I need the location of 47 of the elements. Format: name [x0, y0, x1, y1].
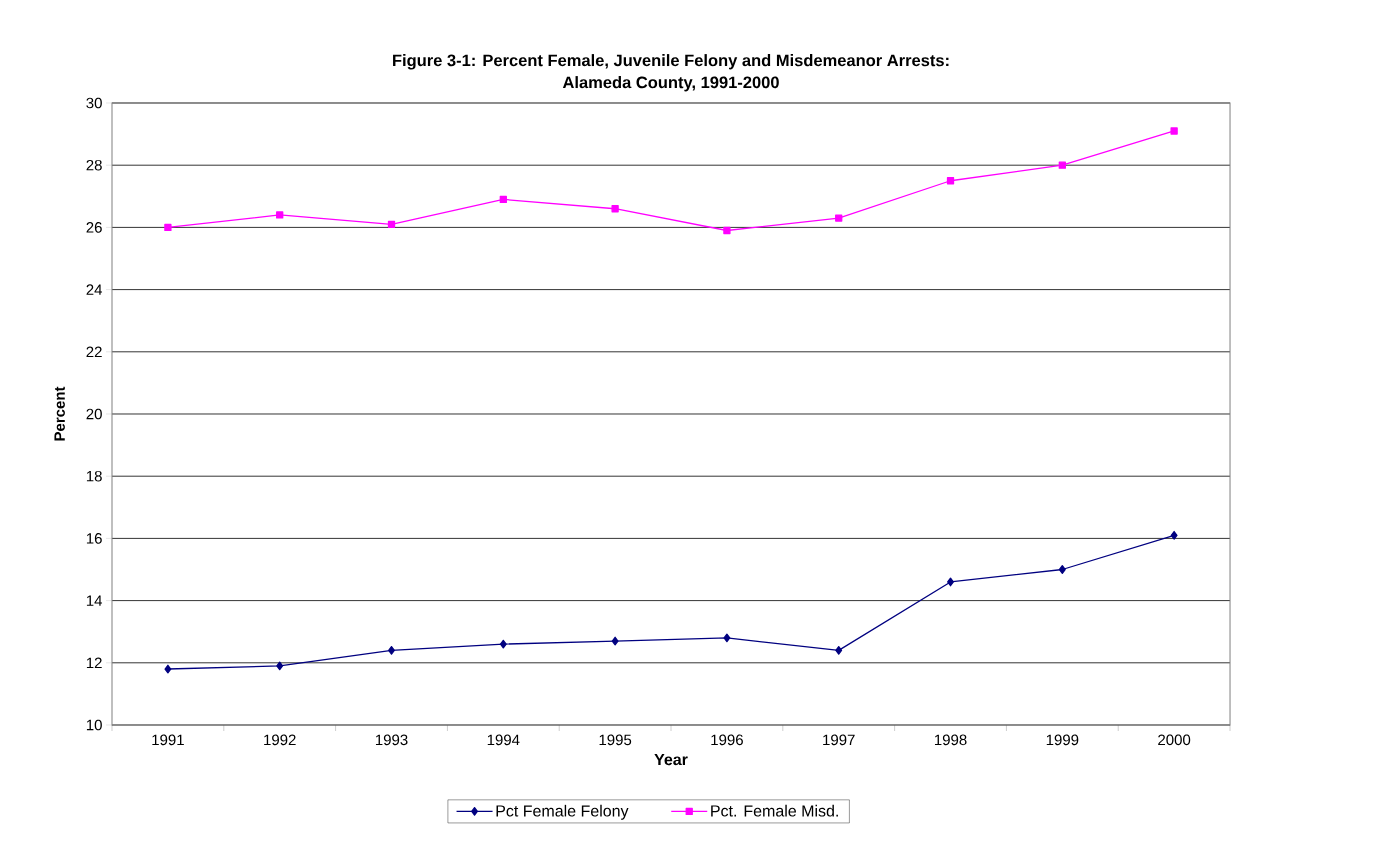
point: [1170, 127, 1178, 135]
chart-title: Figure 3-1: Percent Female, Juvenile Felony and Misdemeanor Arrests:: [393, 54, 949, 70]
y-tick-label: 26: [86, 222, 102, 233]
legend-label: Pct Female Felony: [496, 804, 629, 820]
point: [723, 633, 731, 643]
x-tick-label: 1995: [599, 734, 632, 746]
y-tick-label: 12: [86, 657, 102, 669]
point: [388, 645, 395, 655]
point: [611, 636, 619, 646]
point: [611, 205, 619, 213]
y-tick-label: 30: [86, 97, 102, 109]
x-tick-label: 1997: [823, 734, 855, 746]
point: [387, 220, 396, 228]
x-tick-label: 1992: [264, 734, 296, 746]
point: [164, 223, 172, 232]
point: [723, 226, 731, 235]
y-tick-label: 28: [86, 159, 102, 171]
point: [835, 645, 843, 655]
x-axis-title: Year: [654, 754, 688, 766]
x-tick-label: 1996: [711, 734, 743, 746]
y-tick-label: 24: [86, 284, 103, 295]
point: [946, 177, 955, 185]
y-tick-label: 16: [86, 533, 102, 544]
point: [164, 664, 172, 674]
x-tick-label: 1999: [1046, 734, 1079, 746]
point: [1170, 530, 1178, 540]
y-axis-title: Percent: [54, 386, 65, 441]
y-tick-label: 10: [86, 719, 102, 731]
point: [835, 214, 843, 222]
y-tick-label: 14: [86, 595, 103, 606]
y-tick-label: 18: [86, 470, 102, 482]
y-tick-label: 20: [86, 408, 102, 420]
point: [499, 639, 507, 649]
x-tick-label: 1993: [375, 734, 408, 746]
x-tick-label: 1991: [152, 734, 184, 746]
legend-label: Pct. Female Misd.: [711, 804, 838, 817]
x-tick-label: 1998: [934, 734, 967, 746]
point: [499, 195, 507, 204]
x-tick-label: 1994: [487, 734, 520, 746]
point: [1058, 161, 1066, 169]
y-tick-label: 22: [86, 346, 102, 358]
chart-subtitle: Alameda County, 1991-2000: [562, 76, 779, 92]
point: [1058, 565, 1066, 574]
point: [947, 577, 954, 587]
x-tick-label: 2000: [1158, 734, 1191, 746]
point: [276, 661, 284, 671]
point: [276, 211, 284, 219]
